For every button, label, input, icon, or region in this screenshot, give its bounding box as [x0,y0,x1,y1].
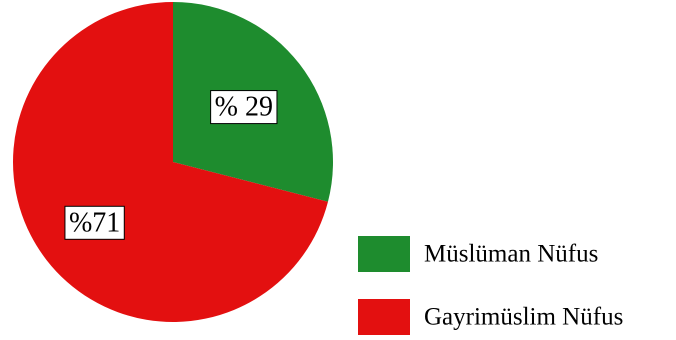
legend-label-non-muslim: Gayrimüslim Nüfus [424,304,623,331]
slice-label-box-muslim [210,90,278,125]
slice-label-non-muslim: %71 [69,207,120,238]
slice-label-muslim: % 29 [215,92,273,123]
legend-item-muslim: Müslüman Nüfus [358,236,598,272]
pie-slice-non-muslim [12,2,328,322]
legend-label-muslim: Müslüman Nüfus [424,241,598,268]
legend-swatch-non-muslim [358,299,410,335]
legend-swatch-muslim [358,236,410,272]
legend: Müslüman Nüfus Gayrimüslim Nüfus [358,236,623,335]
legend-item-non-muslim: Gayrimüslim Nüfus [358,299,623,335]
slice-label-group-non-muslim: %71 [64,205,125,240]
pie-slices [12,2,333,322]
slice-label-box-non-muslim [64,205,125,240]
slice-label-group-muslim: % 29 [210,90,278,125]
pie-slice-labels: % 29 %71 [64,90,278,240]
